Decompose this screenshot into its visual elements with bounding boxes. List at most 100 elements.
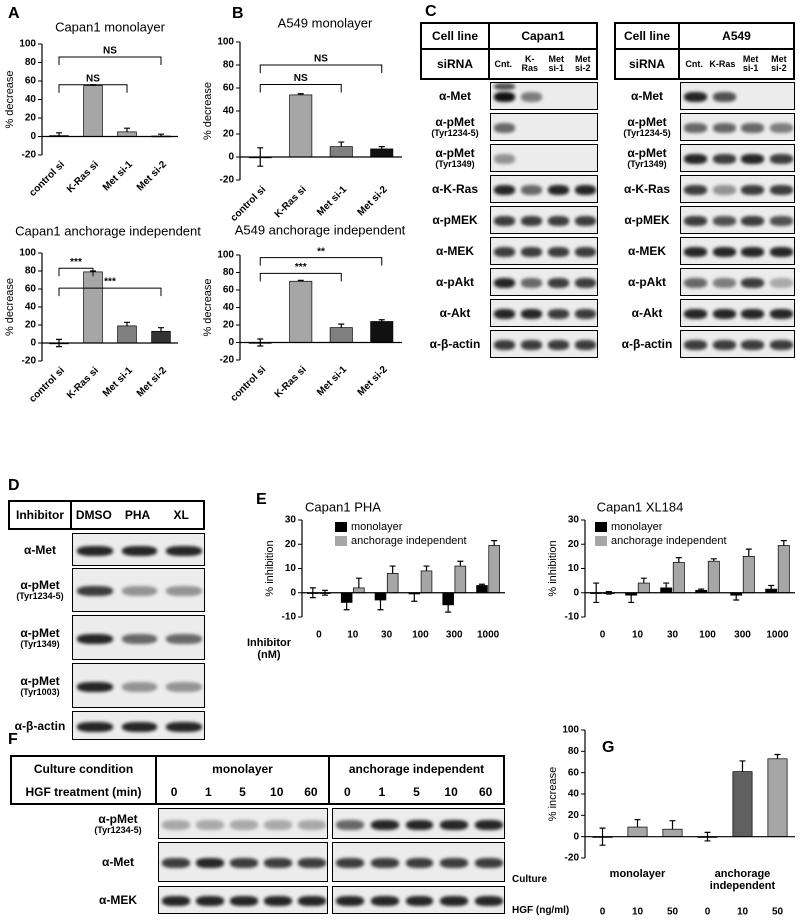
blot-band bbox=[770, 185, 794, 195]
blot-band bbox=[440, 819, 468, 830]
blot-label: α-pMet (Tyr1349) bbox=[614, 144, 680, 172]
blot bbox=[490, 144, 598, 172]
legend-label: monolayer bbox=[611, 521, 663, 533]
y-tick-label: 40 bbox=[223, 302, 235, 313]
x-tick-label: Met si-2 bbox=[135, 159, 169, 193]
legend-swatch bbox=[595, 536, 607, 546]
blot-band bbox=[547, 278, 570, 288]
y-axis-label: % increase bbox=[547, 767, 559, 821]
blot-band bbox=[547, 216, 570, 226]
y-tick-label: 100 bbox=[217, 250, 234, 261]
header-cell: HGF treatment (min) bbox=[12, 780, 157, 803]
site: (Tyr1003) bbox=[20, 686, 60, 697]
header-table: Culture condition monolayer anchorage inde… bbox=[10, 755, 505, 805]
blot-band bbox=[770, 216, 794, 226]
blot-band bbox=[574, 185, 597, 195]
blot-label: α-β-actin bbox=[8, 711, 72, 740]
blot-band bbox=[196, 896, 224, 906]
error-bar bbox=[411, 593, 418, 602]
blot bbox=[158, 842, 328, 882]
error-bar bbox=[704, 831, 711, 842]
error-bar bbox=[297, 279, 304, 282]
blot bbox=[490, 299, 598, 327]
y-tick-label: 0 bbox=[573, 831, 579, 842]
x-tick-label: control si bbox=[229, 184, 269, 224]
x-tick-label: 50 bbox=[772, 907, 784, 918]
blot-band bbox=[741, 123, 765, 133]
blot-band bbox=[520, 340, 543, 350]
error-bar bbox=[669, 820, 676, 830]
significance-bracket bbox=[259, 64, 383, 73]
antibody: α-Met bbox=[438, 89, 472, 103]
header-cell: A549 bbox=[680, 24, 793, 50]
bar bbox=[767, 758, 788, 838]
blot bbox=[680, 268, 795, 296]
error-bar bbox=[605, 590, 612, 595]
error-bar bbox=[663, 582, 670, 588]
header-cell: monolayer bbox=[157, 757, 330, 780]
y-tick-label: 60 bbox=[25, 284, 37, 295]
error-bar bbox=[739, 760, 746, 772]
blot-band bbox=[493, 92, 516, 102]
lane-label: 1 bbox=[204, 784, 212, 799]
blot bbox=[72, 663, 205, 708]
y-tick-label: 0 bbox=[290, 587, 296, 598]
y-tick-label: 100 bbox=[19, 39, 36, 50]
blot-band bbox=[520, 278, 543, 288]
bar bbox=[117, 325, 137, 344]
blot-band bbox=[162, 896, 190, 906]
y-tick-label: -10 bbox=[282, 612, 297, 623]
error-bar bbox=[378, 146, 385, 149]
y-tick-label: 10 bbox=[568, 563, 580, 574]
blot-band bbox=[121, 586, 158, 596]
blot-band bbox=[371, 858, 399, 868]
legend-swatch bbox=[335, 536, 347, 546]
blot-band bbox=[493, 278, 516, 288]
blot bbox=[680, 330, 795, 358]
blot-label: α-Met bbox=[614, 82, 680, 110]
blot-band bbox=[162, 858, 190, 868]
x-tick-label: control si bbox=[27, 159, 67, 199]
lane-label: Met si-1 bbox=[742, 54, 759, 73]
row-label: Culture bbox=[512, 874, 547, 885]
significance-label: NS bbox=[86, 73, 100, 84]
blot-band bbox=[474, 819, 503, 830]
group-label: anchorage independent bbox=[709, 868, 776, 892]
blot-label: α-K-Ras bbox=[614, 175, 680, 203]
blot bbox=[72, 711, 205, 740]
error-bar bbox=[56, 132, 62, 136]
error-bar bbox=[445, 604, 452, 613]
blot-band bbox=[574, 340, 597, 350]
error-bar bbox=[745, 548, 752, 557]
blot-label: α-pMEK bbox=[420, 206, 490, 234]
blot-label: α-pMet (Tyr1349) bbox=[420, 144, 490, 172]
blot-band bbox=[405, 819, 434, 830]
blot-band bbox=[683, 154, 707, 164]
y-tick-label: 20 bbox=[25, 113, 37, 124]
x-tick-label: 50 bbox=[667, 907, 679, 918]
blot-band bbox=[121, 545, 158, 556]
panel-label: F bbox=[8, 731, 18, 748]
y-tick-label: -20 bbox=[22, 150, 37, 161]
error-bar bbox=[56, 338, 62, 348]
error-bar bbox=[297, 93, 304, 95]
bar bbox=[442, 592, 454, 606]
blot bbox=[680, 144, 795, 172]
x-tick-label: 30 bbox=[381, 630, 393, 641]
bar bbox=[289, 94, 313, 158]
bar bbox=[476, 585, 488, 594]
error-bar bbox=[158, 133, 164, 137]
blot-label: α-MEK bbox=[614, 237, 680, 265]
x-tick-label: Met si-2 bbox=[356, 184, 390, 218]
antibody: α-Akt bbox=[631, 306, 663, 320]
antibody: α-pMet bbox=[20, 625, 60, 640]
antibody: α-β-actin bbox=[621, 337, 673, 351]
blot-band bbox=[712, 247, 736, 257]
blot-band bbox=[520, 185, 543, 195]
blot-label: α-β-actin bbox=[614, 330, 680, 358]
significance-bracket bbox=[259, 272, 342, 282]
blot bbox=[490, 237, 598, 265]
error-bar bbox=[377, 600, 384, 611]
bar bbox=[777, 545, 790, 594]
y-tick-label: 40 bbox=[25, 302, 37, 313]
